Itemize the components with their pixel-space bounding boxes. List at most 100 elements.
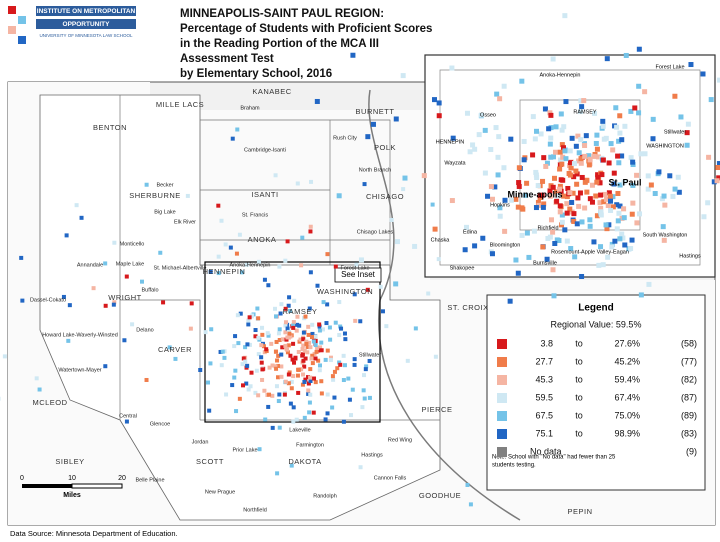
school-square <box>470 142 476 148</box>
school-square <box>609 244 615 250</box>
school-square <box>567 172 573 178</box>
school-square <box>317 368 322 373</box>
school-square <box>243 345 248 350</box>
school-square <box>600 157 606 163</box>
school-square <box>577 190 583 196</box>
school-square <box>449 198 455 204</box>
school-square <box>274 339 279 344</box>
school-square <box>575 133 581 139</box>
school-square <box>531 228 537 234</box>
school-square <box>463 224 469 230</box>
school-square <box>259 343 264 348</box>
city-label: Stillwater <box>359 352 381 358</box>
school-square <box>553 189 559 195</box>
school-square <box>235 313 240 318</box>
school-square <box>241 356 246 361</box>
school-square <box>608 198 614 204</box>
school-square <box>337 360 342 365</box>
school-square <box>421 173 427 179</box>
school-square <box>274 384 279 389</box>
school-square <box>619 153 625 159</box>
school-square <box>540 244 546 250</box>
school-square <box>259 360 264 365</box>
school-square <box>602 191 608 197</box>
school-square <box>112 300 117 305</box>
inset-label: Wayzata <box>444 160 466 166</box>
school-square <box>367 358 372 363</box>
school-square <box>535 183 541 189</box>
school-square <box>550 267 556 273</box>
city-label: Anoka-Hennepin <box>230 262 271 268</box>
school-square <box>327 325 332 330</box>
school-square <box>584 189 590 195</box>
school-square <box>310 331 315 336</box>
school-square <box>515 204 521 210</box>
school-square <box>628 246 634 252</box>
school-square <box>173 356 178 361</box>
school-square <box>616 210 622 216</box>
school-square <box>507 298 513 304</box>
school-square <box>303 377 308 382</box>
inset-label: Hastings <box>679 253 701 259</box>
school-square <box>494 91 500 97</box>
logo-bar <box>36 6 136 16</box>
scale-segment <box>22 484 72 488</box>
county-label: POLK <box>374 143 396 152</box>
school-square <box>317 363 322 368</box>
school-square <box>209 327 214 332</box>
inset-label: Edina <box>463 229 478 235</box>
school-square <box>245 363 250 368</box>
school-square <box>594 213 600 219</box>
school-square <box>308 375 313 380</box>
school-square <box>365 287 370 292</box>
school-square <box>274 314 279 319</box>
school-square <box>606 190 612 196</box>
school-square <box>570 190 576 196</box>
school-squares <box>0 13 720 507</box>
city-label: Big Lake <box>154 209 175 215</box>
legend-low: 45.3 <box>535 374 553 384</box>
school-square <box>532 136 538 142</box>
school-square <box>559 161 565 167</box>
school-square <box>279 352 284 357</box>
school-square <box>568 165 574 171</box>
school-square <box>306 388 311 393</box>
county-label: ANOKA <box>248 235 277 244</box>
school-square <box>540 204 546 210</box>
city-label: Belle Plaine <box>135 477 164 483</box>
school-square <box>246 387 251 392</box>
school-square <box>400 73 406 79</box>
school-square <box>286 381 291 386</box>
school-square <box>256 259 261 264</box>
legend-title: Legend <box>578 303 614 314</box>
school-square <box>581 98 587 104</box>
school-square <box>270 363 275 368</box>
school-square <box>301 337 306 342</box>
school-square <box>358 257 364 263</box>
county-label: ST. CROIX <box>447 303 488 312</box>
city-label: Northfield <box>243 507 267 513</box>
school-square <box>630 200 636 206</box>
county-label: PIERCE <box>422 405 453 414</box>
city-label: Forest Lake <box>340 265 369 271</box>
school-square <box>571 218 577 224</box>
school-square <box>297 323 302 328</box>
city-label: Buffalo <box>141 287 158 293</box>
school-square <box>291 341 296 346</box>
school-square <box>578 160 584 166</box>
school-square <box>103 303 108 308</box>
school-square <box>700 71 706 77</box>
school-square <box>286 343 291 348</box>
logo-square <box>18 36 26 44</box>
school-square <box>309 356 314 361</box>
school-square <box>317 322 322 327</box>
legend-swatch <box>497 429 507 439</box>
school-square <box>546 126 552 132</box>
school-square <box>571 211 577 217</box>
legend-high: 27.6% <box>614 338 640 348</box>
school-square <box>405 358 410 363</box>
school-square <box>485 193 491 199</box>
school-square <box>629 237 635 243</box>
legend-high: 75.0% <box>614 410 640 420</box>
